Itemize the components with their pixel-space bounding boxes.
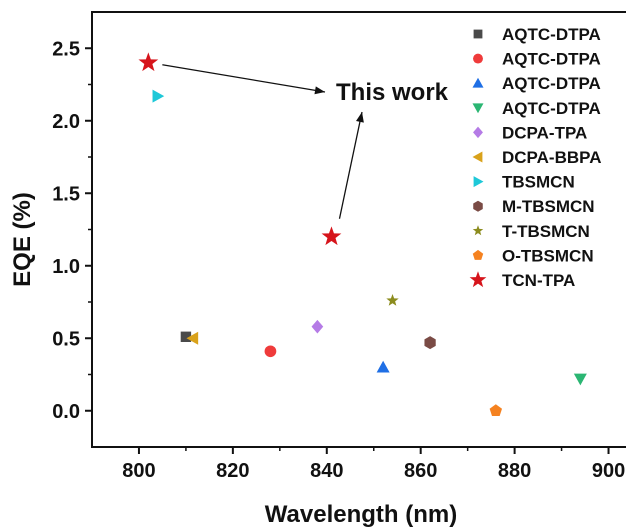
annotation-arrow-line bbox=[338, 111, 363, 219]
annotation: This work bbox=[162, 64, 449, 219]
data-point-dcpa-tpa-4 bbox=[311, 319, 324, 334]
y-tick-label: 2.0 bbox=[52, 111, 80, 133]
legend-label: TCN-TPA bbox=[502, 271, 575, 290]
legend-marker bbox=[472, 151, 483, 163]
y-tick-label: 0.5 bbox=[52, 328, 80, 350]
legend-marker bbox=[473, 176, 484, 188]
legend-marker bbox=[472, 77, 484, 88]
x-tick-label: 820 bbox=[216, 460, 249, 482]
annotation-arrow-head bbox=[314, 86, 325, 95]
legend-label: AQTC-DTPA bbox=[502, 99, 601, 118]
x-axis-label: Wavelength (nm) bbox=[265, 501, 457, 527]
legend-marker bbox=[469, 271, 487, 288]
data-point-tcn-tpa-11 bbox=[321, 226, 342, 246]
y-tick-label: 1.5 bbox=[52, 183, 80, 205]
legend-marker bbox=[473, 126, 483, 139]
legend-marker bbox=[472, 225, 484, 236]
data-point-m-tbsmcn-7 bbox=[424, 336, 436, 350]
legend-label: DCPA-BBPA bbox=[502, 148, 601, 167]
data-point-aqtc-dtpa-2 bbox=[376, 360, 390, 373]
data-points bbox=[138, 52, 587, 417]
data-point-tbsmcn-6 bbox=[152, 89, 165, 103]
legend-label: O-TBSMCN bbox=[502, 246, 594, 265]
y-tick-label: 0.0 bbox=[52, 401, 80, 423]
data-point-dcpa-bbpa-5 bbox=[186, 331, 199, 345]
legend: AQTC-DTPA AQTC-DTPA AQTC-DTPA AQTC-DTPA DCPA… bbox=[469, 25, 601, 290]
annotation-arrow-head bbox=[356, 112, 364, 123]
data-point-aqtc-dtpa-0 bbox=[180, 331, 192, 342]
legend-marker bbox=[472, 103, 484, 114]
data-point-aqtc-dtpa-3 bbox=[573, 373, 587, 386]
legend-label: DCPA-TPA bbox=[502, 123, 587, 142]
legend-marker bbox=[472, 249, 484, 260]
legend-label: AQTC-DTPA bbox=[502, 74, 601, 93]
annotation-this-work: This work bbox=[336, 79, 449, 106]
annotation-arrow-line bbox=[162, 64, 326, 93]
data-point-tcn-tpa-10 bbox=[138, 52, 159, 72]
x-tick-label: 840 bbox=[310, 460, 343, 482]
x-tick-label: 900 bbox=[592, 460, 625, 482]
legend-marker bbox=[473, 200, 483, 212]
data-point-t-tbsmcn-8 bbox=[386, 294, 399, 306]
y-tick-label: 1.0 bbox=[52, 256, 80, 278]
legend-marker bbox=[473, 29, 483, 39]
legend-label: AQTC-DTPA bbox=[502, 50, 601, 69]
y-axis-label: EQE (%) bbox=[9, 192, 36, 287]
legend-label: AQTC-DTPA bbox=[502, 25, 601, 44]
data-point-o-tbsmcn-9 bbox=[489, 404, 503, 417]
x-tick-label: 800 bbox=[122, 460, 155, 482]
axis-ticks: 800 820 840 860 880 900 0.0 0.5 1.0 1.5 2.0 2.5 bbox=[52, 38, 625, 482]
x-tick-label: 860 bbox=[404, 460, 437, 482]
legend-label: TBSMCN bbox=[502, 173, 575, 192]
data-point-aqtc-dtpa-1 bbox=[264, 345, 277, 358]
legend-marker bbox=[473, 53, 483, 64]
legend-label: T-TBSMCN bbox=[502, 222, 590, 241]
legend-label: M-TBSMCN bbox=[502, 197, 595, 216]
y-tick-label: 2.5 bbox=[52, 38, 80, 60]
x-tick-label: 880 bbox=[498, 460, 531, 482]
